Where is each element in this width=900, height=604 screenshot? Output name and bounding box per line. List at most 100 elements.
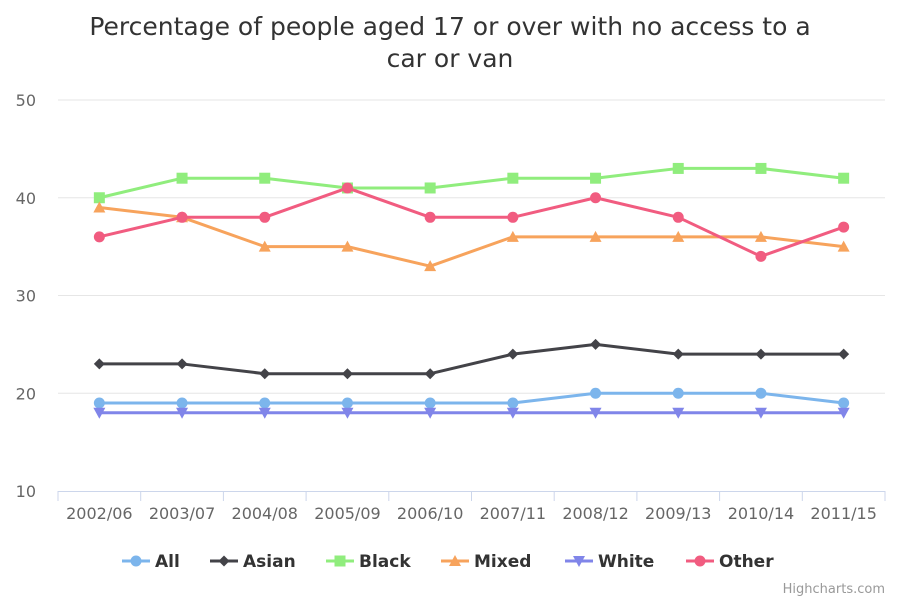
data-point-asian — [838, 348, 850, 360]
data-point-other — [424, 211, 436, 223]
y-tick-label: 10 — [16, 482, 36, 501]
data-point-mixed — [672, 230, 685, 242]
series-line-other — [97, 186, 846, 258]
data-point-white — [341, 407, 354, 419]
data-point-black — [176, 172, 188, 184]
data-point-asian — [507, 348, 519, 360]
legend-item-other[interactable]: Other — [686, 552, 774, 572]
legend-marker-all — [130, 555, 142, 567]
data-point-other — [672, 211, 684, 223]
y-tick-label: 20 — [16, 384, 36, 403]
data-point-all — [838, 397, 850, 409]
data-point-other — [176, 211, 188, 223]
x-tick-label: 2005/09 — [314, 504, 380, 523]
data-point-mixed — [754, 230, 767, 242]
credits-link[interactable]: Highcharts.com — [783, 582, 885, 597]
data-point-mixed — [341, 240, 354, 252]
data-point-asian — [341, 368, 353, 380]
legend-marker-asian — [218, 555, 230, 567]
data-point-asian — [424, 368, 436, 380]
data-point-other — [590, 192, 602, 204]
data-point-other — [341, 182, 353, 194]
series-asian — [93, 338, 850, 380]
data-point-white — [506, 407, 519, 419]
data-point-white — [837, 407, 850, 419]
data-point-mixed — [506, 230, 519, 242]
x-tick-label: 2011/15 — [810, 504, 876, 523]
data-point-mixed — [837, 240, 850, 252]
data-point-black — [424, 182, 436, 194]
data-point-asian — [755, 348, 767, 360]
x-tick-label: 2007/11 — [480, 504, 546, 523]
legend-marker-mixed — [449, 555, 461, 566]
data-point-other — [838, 221, 850, 233]
legend-label-other: Other — [719, 552, 774, 572]
x-tick-label: 2008/12 — [562, 504, 628, 523]
legend-marker-black — [334, 555, 346, 567]
data-point-black — [838, 172, 850, 184]
x-tick-label: 2004/08 — [232, 504, 298, 523]
data-point-other — [507, 211, 519, 223]
series-all — [93, 387, 850, 409]
data-point-all — [341, 397, 353, 409]
legend-item-asian[interactable]: Asian — [210, 552, 296, 572]
series-white — [93, 407, 850, 419]
data-point-other — [93, 231, 105, 243]
legend-label-black: Black — [359, 552, 411, 572]
data-point-white — [176, 407, 189, 419]
legend-marker-white — [573, 556, 585, 567]
data-point-white — [589, 407, 602, 419]
data-point-black — [93, 192, 105, 204]
legend-label-asian: Asian — [243, 552, 296, 572]
legend-item-mixed[interactable]: Mixed — [441, 552, 531, 572]
legend-item-white[interactable]: White — [565, 552, 654, 572]
legend-item-all[interactable]: All — [122, 552, 180, 572]
data-point-black — [507, 172, 519, 184]
data-point-asian — [176, 358, 188, 370]
legend-marker-other — [694, 555, 706, 567]
data-point-all — [424, 397, 436, 409]
data-point-black — [755, 162, 767, 174]
series-line-asian — [97, 342, 846, 376]
data-point-all — [755, 387, 767, 399]
legend-label-mixed: Mixed — [474, 552, 531, 572]
chart-title-line-2: car or van — [387, 44, 514, 73]
series-other — [93, 182, 850, 262]
y-tick-label: 40 — [16, 189, 36, 208]
data-point-all — [93, 397, 105, 409]
series-layer — [93, 162, 850, 419]
series-black — [93, 162, 850, 204]
data-point-all — [259, 397, 271, 409]
data-point-all — [176, 397, 188, 409]
data-point-asian — [590, 338, 602, 350]
data-point-mixed — [424, 260, 437, 272]
x-tick-label: 2003/07 — [149, 504, 215, 523]
data-point-all — [590, 387, 602, 399]
data-point-asian — [259, 368, 271, 380]
x-tick-label: 2002/06 — [66, 504, 132, 523]
data-point-white — [258, 407, 271, 419]
data-point-mixed — [93, 201, 106, 213]
y-tick-label: 50 — [16, 91, 36, 110]
data-point-mixed — [258, 240, 271, 252]
data-point-black — [672, 162, 684, 174]
legend-label-all: All — [155, 552, 180, 572]
data-point-asian — [672, 348, 684, 360]
data-point-all — [507, 397, 519, 409]
data-point-black — [590, 172, 602, 184]
x-tick-label: 2009/13 — [645, 504, 711, 523]
data-point-white — [754, 407, 767, 419]
series-line-all — [97, 391, 846, 405]
data-point-other — [755, 250, 767, 262]
legend: All Asian Black Mixed White Other — [122, 552, 774, 572]
data-point-asian — [93, 358, 105, 370]
legend-label-white: White — [598, 552, 654, 572]
x-tick-label: 2010/14 — [728, 504, 794, 523]
x-axis: 2002/06 2003/07 2004/08 2005/09 2006/10 2007/… — [57, 491, 886, 523]
data-point-all — [672, 387, 684, 399]
y-tick-label: 30 — [16, 287, 36, 306]
legend-item-black[interactable]: Black — [326, 552, 411, 572]
chart-title-line-1: Percentage of people aged 17 or over wit… — [89, 12, 810, 41]
